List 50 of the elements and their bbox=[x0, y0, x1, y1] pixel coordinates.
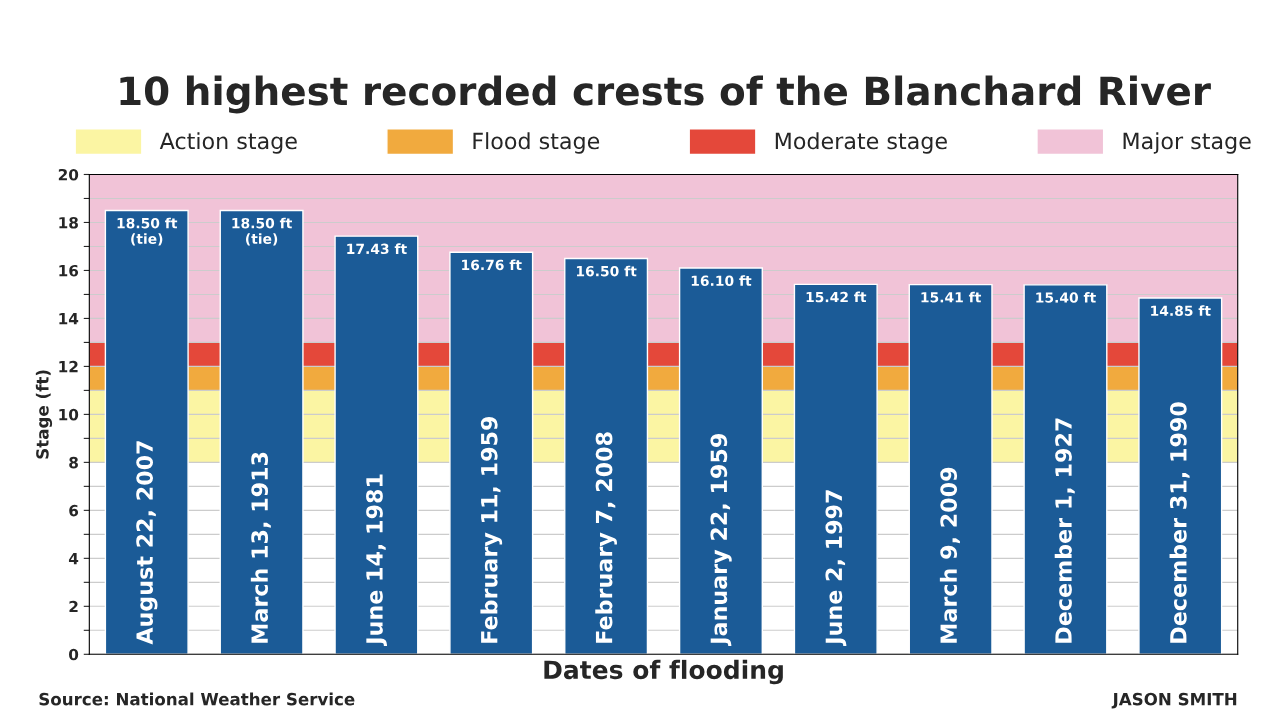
x-tick-label: December 1, 1927 bbox=[1054, 418, 1075, 643]
y-tick-label: 10 bbox=[59, 408, 79, 421]
data-label: 14.85 ft bbox=[1151, 305, 1211, 316]
x-tick-label: February 11, 1959 bbox=[480, 416, 503, 643]
y-tick-label: 2 bbox=[69, 600, 78, 613]
x-axis-title: Dates of flooding bbox=[544, 659, 783, 685]
y-tick-label: 8 bbox=[69, 456, 78, 469]
x-tick-label: December 31, 1990 bbox=[1169, 402, 1190, 643]
y-tick-label: 18 bbox=[59, 216, 78, 229]
legend-label: Moderate stage bbox=[775, 132, 947, 154]
y-tick-label: 20 bbox=[58, 168, 79, 181]
chart-title: 10 highest recorded crests of the Blanchard River bbox=[120, 75, 1211, 114]
data-label: 17.43 ft bbox=[347, 243, 407, 255]
bar bbox=[104, 209, 189, 655]
bar bbox=[334, 235, 419, 655]
legend-label: Action stage bbox=[159, 132, 297, 154]
x-tick-label: March 9, 2009 bbox=[939, 467, 960, 643]
y-axis-title: Stage (ft) bbox=[35, 370, 53, 459]
bar bbox=[1023, 284, 1108, 655]
bar bbox=[1138, 297, 1223, 655]
data-label: 18.50 ft (tie) bbox=[232, 217, 292, 246]
text: JASON SMITH bbox=[1111, 692, 1237, 709]
y-tick-label: 16 bbox=[59, 264, 79, 277]
data-label: 15.40 ft bbox=[1036, 292, 1096, 303]
data-label: 16.50 ft bbox=[576, 265, 637, 277]
y-tick-label: 6 bbox=[69, 504, 79, 517]
data-label: 16.76 ft bbox=[462, 259, 522, 271]
x-tick-label: March 13, 1913 bbox=[250, 452, 271, 643]
bar bbox=[793, 283, 878, 655]
y-tick-label: 14 bbox=[59, 313, 79, 325]
bar bbox=[449, 251, 534, 655]
legend-label: Flood stage bbox=[473, 132, 600, 154]
data-label: 15.42 ft bbox=[806, 291, 867, 303]
x-tick-label: January 22, 1959 bbox=[710, 434, 732, 646]
x-tick-label: June 2, 1997 bbox=[825, 490, 847, 646]
source-note: Source: National Weather Service bbox=[39, 692, 355, 706]
bar bbox=[908, 283, 993, 655]
data-label: 15.41 ft bbox=[921, 291, 982, 303]
bar bbox=[564, 257, 649, 655]
y-tick-label: 4 bbox=[68, 553, 79, 565]
x-tick-label: February 7, 2008 bbox=[595, 432, 617, 643]
bar bbox=[219, 209, 304, 655]
bar bbox=[678, 267, 763, 655]
x-tick-label: June 14, 1981 bbox=[366, 474, 387, 646]
x-tick-label: August 22, 2007 bbox=[136, 441, 158, 645]
data-label: 16.10 ft bbox=[691, 275, 752, 286]
legend-label: Major stage bbox=[1123, 132, 1251, 154]
y-tick-label: 0 bbox=[69, 648, 79, 661]
data-label: 18.50 ft (tie) bbox=[117, 217, 178, 246]
y-tick-label: 12 bbox=[59, 360, 78, 373]
